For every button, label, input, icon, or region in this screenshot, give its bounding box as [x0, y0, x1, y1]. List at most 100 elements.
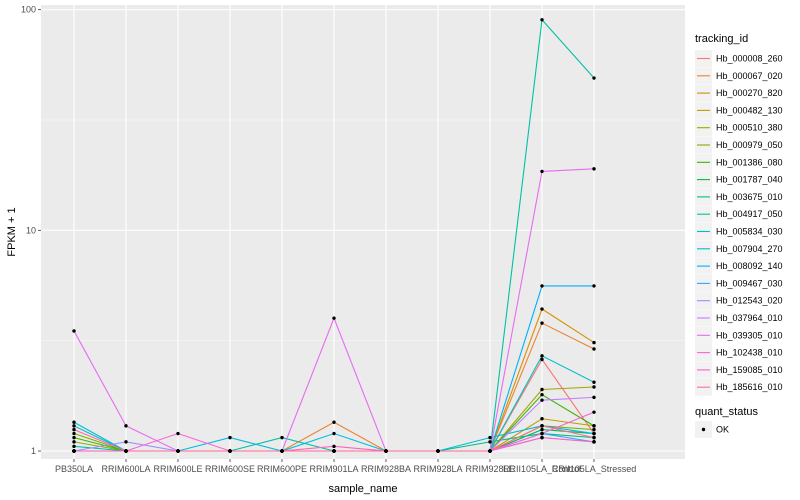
data-point: [228, 435, 232, 440]
data-point: [540, 431, 544, 436]
data-point: [592, 424, 596, 428]
data-point: [332, 431, 336, 436]
data-point: [540, 18, 544, 22]
legend-label: Hb_000067_020: [716, 71, 783, 81]
data-point: [540, 169, 544, 174]
data-point: [124, 449, 128, 453]
legend-label: Hb_003675_010: [716, 192, 783, 202]
data-point: [592, 427, 596, 432]
x-tick-label: RRIM600LA: [101, 464, 150, 474]
data-point: [540, 417, 544, 421]
legend-label: Hb_102438_010: [716, 348, 783, 358]
data-point: [592, 340, 596, 345]
data-point: [540, 284, 544, 288]
data-point: [228, 449, 232, 453]
legend-label: Hb_012543_020: [716, 296, 783, 306]
data-point: [332, 444, 336, 449]
legend-label: Hb_159085_010: [716, 365, 783, 375]
legend-label: Hb_007904_270: [716, 244, 783, 254]
data-point: [540, 387, 544, 392]
data-point: [436, 449, 440, 453]
x-tick-label: RRIM928BA: [361, 464, 411, 474]
data-point: [540, 307, 544, 311]
legend-label: Hb_000510_380: [716, 123, 783, 133]
legend-label: OK: [716, 425, 729, 435]
legend-title-quant-status: quant_status: [695, 406, 758, 418]
data-point: [540, 392, 544, 397]
data-point: [488, 440, 492, 444]
y-tick-label: 1: [31, 446, 36, 456]
data-point: [124, 440, 128, 444]
legend: tracking_id Hb_000008_260 Hb_000067_020 Hb_…: [695, 33, 783, 438]
legend-label: Hb_001386_080: [716, 157, 783, 167]
data-point: [540, 424, 544, 428]
legend-label: Hb_009467_030: [716, 278, 783, 288]
data-point: [72, 420, 76, 424]
data-point: [592, 380, 596, 384]
data-point: [540, 427, 544, 432]
legend-title-tracking-id: tracking_id: [695, 33, 748, 45]
data-point: [488, 449, 492, 453]
data-point: [540, 357, 544, 362]
legend-label: Hb_000270_820: [716, 88, 783, 98]
x-tick-label: RRIM928LE: [465, 464, 514, 474]
legend-label: Hb_039305_010: [716, 330, 783, 340]
legend-label: Hb_008092_140: [716, 261, 783, 271]
x-tick-label: RRII105LA_Stressed: [552, 464, 637, 474]
data-point: [592, 395, 596, 400]
data-point: [72, 424, 76, 428]
data-point: [176, 449, 180, 453]
data-point: [592, 167, 596, 171]
y-axis-title: FPKM + 1: [6, 207, 18, 256]
data-point: [332, 449, 336, 453]
legend-label: Hb_005834_030: [716, 227, 783, 237]
data-point: [592, 76, 596, 80]
data-point: [592, 284, 596, 288]
x-tick-label: PB350LA: [55, 464, 93, 474]
data-point: [72, 444, 76, 449]
y-tick-label: 10: [26, 225, 36, 235]
data-point: [332, 420, 336, 424]
plot-panel: [41, 5, 685, 459]
legend-label: Hb_000008_260: [716, 54, 783, 64]
x-tick-label: RRIM600PE: [257, 464, 307, 474]
data-point: [592, 347, 596, 351]
x-tick-label: RRII105LA_Control: [503, 464, 581, 474]
data-point: [72, 440, 76, 444]
legend-label: Hb_001787_040: [716, 175, 783, 185]
data-point: [384, 449, 388, 453]
data-point: [488, 435, 492, 440]
x-axis-title: sample_name: [328, 483, 397, 495]
data-point: [332, 316, 336, 320]
data-point: [72, 449, 76, 453]
data-point: [72, 427, 76, 432]
data-point: [540, 354, 544, 358]
legend-label: Hb_004917_050: [716, 209, 783, 219]
x-tick-label: RRIM600LE: [153, 464, 202, 474]
data-point: [176, 431, 180, 436]
data-point: [72, 435, 76, 440]
data-point: [592, 440, 596, 444]
y-axis: 1 10 100: [21, 5, 41, 456]
y-tick-label: 100: [21, 5, 36, 15]
x-tick-label: RRIM901LA: [309, 464, 358, 474]
data-point: [124, 424, 128, 428]
data-point: [280, 449, 284, 453]
data-point: [280, 435, 284, 440]
data-point: [592, 410, 596, 414]
data-point: [540, 435, 544, 440]
x-tick-label: RRIM928LA: [413, 464, 462, 474]
x-axis: PB350LA RRIM600LA RRIM600LE RRIM600SE RRIM60…: [55, 459, 636, 474]
data-point: [72, 329, 76, 333]
data-point: [72, 431, 76, 436]
data-point: [592, 435, 596, 440]
data-point: [592, 431, 596, 436]
legend-label: Hb_037964_010: [716, 313, 783, 323]
data-point: [540, 321, 544, 325]
x-tick-label: RRIM600SE: [205, 464, 255, 474]
legend-label: Hb_185616_010: [716, 382, 783, 392]
legend-label: Hb_000482_130: [716, 105, 783, 115]
legend-key-point: [701, 427, 706, 432]
data-point: [540, 398, 544, 402]
